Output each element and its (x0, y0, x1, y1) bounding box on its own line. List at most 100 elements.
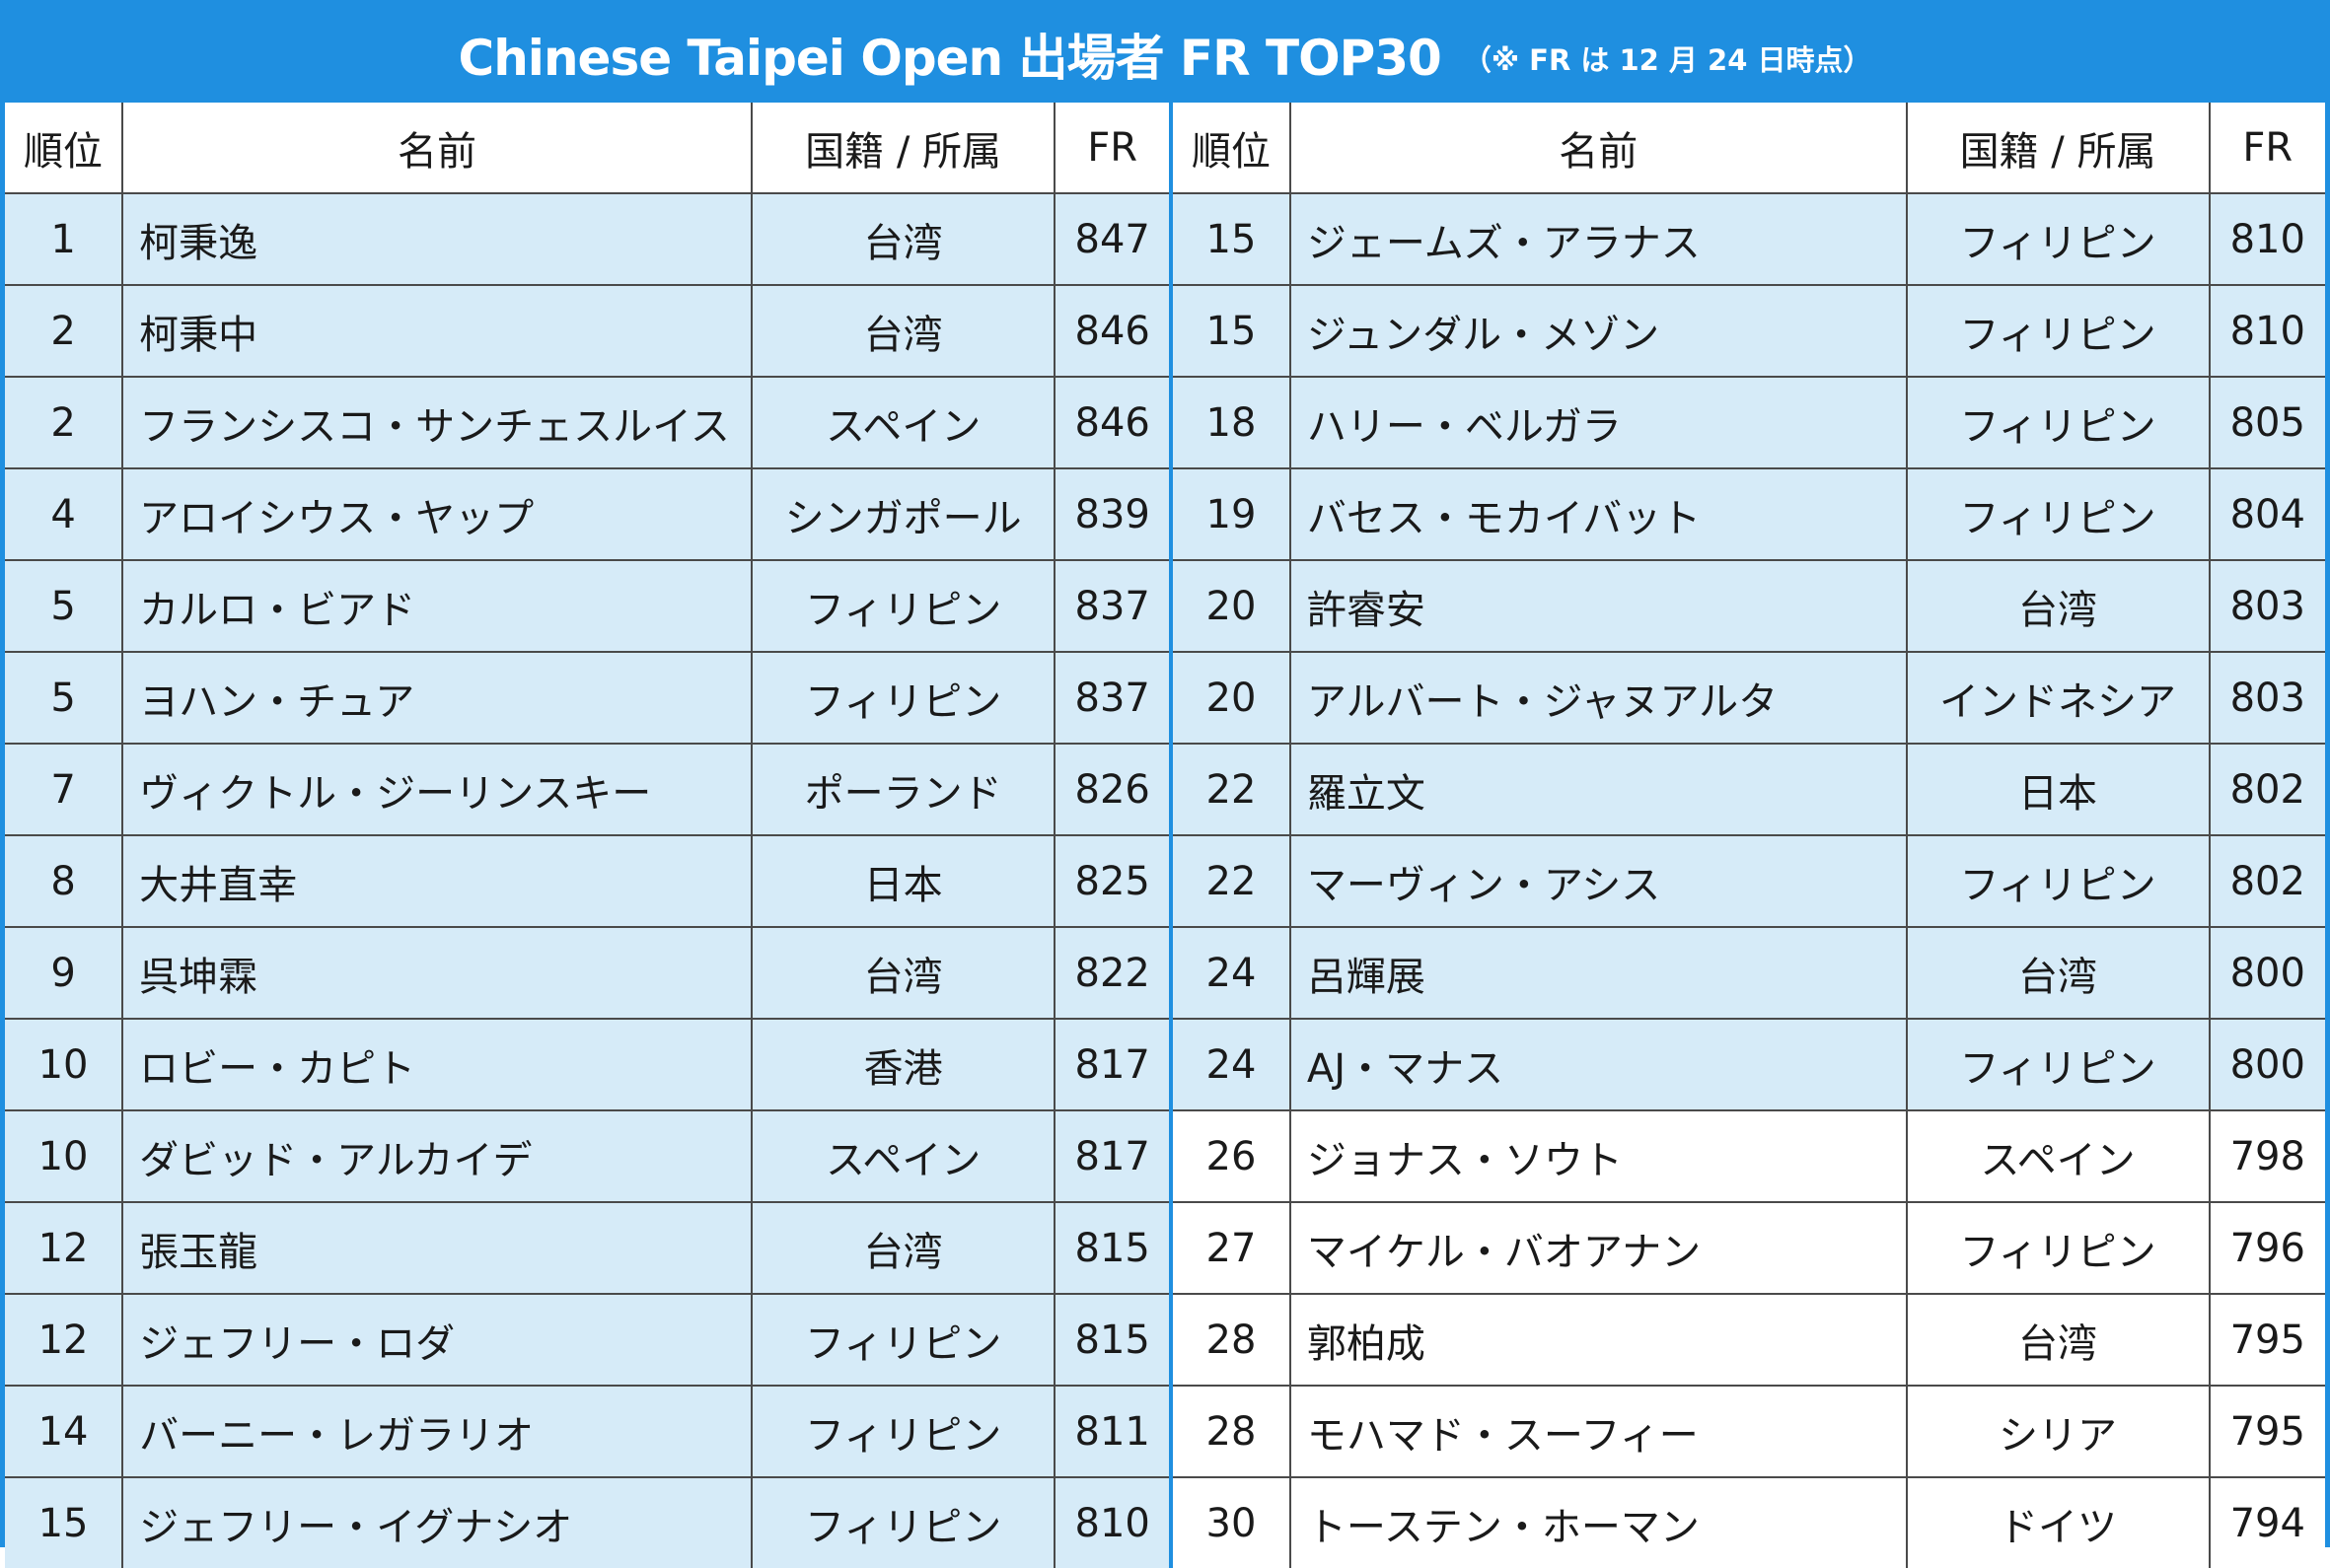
name-cell: ジョナス・ソウト (1288, 1109, 1908, 1203)
fr-cell: 810 (1054, 1476, 1173, 1568)
nationality-cell: フィリピン (1905, 284, 2211, 378)
header-rank: 順位 (1173, 103, 1291, 194)
fr-cell: 847 (1054, 192, 1173, 286)
name-cell: 郭柏成 (1288, 1293, 1908, 1387)
page-title: Chinese Taipei Open 出場者 FR TOP30 (458, 29, 1442, 87)
fr-cell: 798 (2208, 1109, 2325, 1203)
table-row: 24 AJ・マナス フィリピン 800 (1173, 1018, 2325, 1111)
nationality-cell: 台湾 (750, 1201, 1056, 1295)
name-cell: ジェフリー・イグナシオ (121, 1476, 753, 1568)
header-fr: FR (1054, 103, 1173, 194)
rank-cell: 5 (5, 559, 124, 653)
nationality-cell: シリア (1905, 1385, 2211, 1478)
rank-cell: 12 (5, 1293, 124, 1387)
ranking-tables: 順位 名前 国籍 / 所属 FR 1 柯秉逸 台湾 847 2 柯秉中 台湾 846 2 フランシ… (5, 103, 2325, 1568)
fr-cell: 803 (2208, 559, 2325, 653)
ranking-table-left: 順位 名前 国籍 / 所属 FR 1 柯秉逸 台湾 847 2 柯秉中 台湾 846 2 フランシ… (5, 103, 1173, 1568)
name-cell: ヨハン・チュア (121, 651, 753, 745)
table-row: 5 カルロ・ビアド フィリピン 837 (5, 559, 1173, 653)
table-row: 15 ジェームズ・アラナス フィリピン 810 (1173, 192, 2325, 286)
name-cell: 大井直幸 (121, 834, 753, 928)
rank-cell: 10 (5, 1109, 124, 1203)
fr-cell: 795 (2208, 1385, 2325, 1478)
nationality-cell: 台湾 (1905, 559, 2211, 653)
name-cell: ダビッド・アルカイデ (121, 1109, 753, 1203)
name-cell: モハマド・スーフィー (1288, 1385, 1908, 1478)
name-cell: 呂輝展 (1288, 926, 1908, 1020)
fr-cell: 803 (2208, 651, 2325, 745)
rank-cell: 2 (5, 284, 124, 378)
rank-cell: 10 (5, 1018, 124, 1111)
nationality-cell: 台湾 (750, 284, 1056, 378)
table-row: 20 許睿安 台湾 803 (1173, 559, 2325, 653)
nationality-cell: フィリピン (750, 1476, 1056, 1568)
table-row: 5 ヨハン・チュア フィリピン 837 (5, 651, 1173, 745)
table-row: 8 大井直幸 日本 825 (5, 834, 1173, 928)
fr-cell: 800 (2208, 1018, 2325, 1111)
fr-cell: 802 (2208, 743, 2325, 836)
nationality-cell: 日本 (1905, 743, 2211, 836)
nationality-cell: フィリピン (750, 1385, 1056, 1478)
name-cell: ヴィクトル・ジーリンスキー (121, 743, 753, 836)
fr-cell: 817 (1054, 1018, 1173, 1111)
table-row: 10 ロビー・カピト 香港 817 (5, 1018, 1173, 1111)
header-name: 名前 (1288, 103, 1908, 194)
table-row: 27 マイケル・バオアナン フィリピン 796 (1173, 1201, 2325, 1295)
table-row: 22 マーヴィン・アシス フィリピン 802 (1173, 834, 2325, 928)
header-nationality: 国籍 / 所属 (750, 103, 1056, 194)
nationality-cell: フィリピン (1905, 834, 2211, 928)
fr-cell: 839 (1054, 467, 1173, 561)
fr-cell: 794 (2208, 1476, 2325, 1568)
rank-cell: 20 (1173, 559, 1291, 653)
rank-cell: 24 (1173, 926, 1291, 1020)
table-row: 12 ジェフリー・ロダ フィリピン 815 (5, 1293, 1173, 1387)
rank-cell: 12 (5, 1201, 124, 1295)
table-row: 22 羅立文 日本 802 (1173, 743, 2325, 836)
name-cell: トーステン・ホーマン (1288, 1476, 1908, 1568)
name-cell: ジェームズ・アラナス (1288, 192, 1908, 286)
name-cell: 張玉龍 (121, 1201, 753, 1295)
rank-cell: 22 (1173, 743, 1291, 836)
table-row: 18 ハリー・ベルガラ フィリピン 805 (1173, 376, 2325, 469)
rank-cell: 15 (1173, 192, 1291, 286)
nationality-cell: スペイン (750, 1109, 1056, 1203)
rank-cell: 24 (1173, 1018, 1291, 1111)
nationality-cell: 日本 (750, 834, 1056, 928)
header-nationality: 国籍 / 所属 (1905, 103, 2211, 194)
nationality-cell: インドネシア (1905, 651, 2211, 745)
table-row: 10 ダビッド・アルカイデ スペイン 817 (5, 1109, 1173, 1203)
name-cell: ハリー・ベルガラ (1288, 376, 1908, 469)
header-fr: FR (2208, 103, 2325, 194)
rank-cell: 20 (1173, 651, 1291, 745)
fr-cell: 804 (2208, 467, 2325, 561)
table-row: 15 ジュンダル・メゾン フィリピン 810 (1173, 284, 2325, 378)
name-cell: 柯秉逸 (121, 192, 753, 286)
table-row: 12 張玉龍 台湾 815 (5, 1201, 1173, 1295)
name-cell: AJ・マナス (1288, 1018, 1908, 1111)
header-name: 名前 (121, 103, 753, 194)
title-note: （※ FR は 12 月 24 日時点） (1462, 42, 1872, 77)
nationality-cell: シンガポール (750, 467, 1056, 561)
table-row: 2 柯秉中 台湾 846 (5, 284, 1173, 378)
nationality-cell: フィリピン (1905, 467, 2211, 561)
fr-cell: 817 (1054, 1109, 1173, 1203)
name-cell: 羅立文 (1288, 743, 1908, 836)
rank-cell: 28 (1173, 1385, 1291, 1478)
fr-cell: 822 (1054, 926, 1173, 1020)
nationality-cell: スペイン (750, 376, 1056, 469)
rank-cell: 4 (5, 467, 124, 561)
rank-cell: 26 (1173, 1109, 1291, 1203)
table-row: 26 ジョナス・ソウト スペイン 798 (1173, 1109, 2325, 1203)
nationality-cell: スペイン (1905, 1109, 2211, 1203)
rank-cell: 2 (5, 376, 124, 469)
rank-cell: 15 (1173, 284, 1291, 378)
fr-cell: 795 (2208, 1293, 2325, 1387)
table-row: 1 柯秉逸 台湾 847 (5, 192, 1173, 286)
fr-cell: 825 (1054, 834, 1173, 928)
name-cell: 許睿安 (1288, 559, 1908, 653)
fr-cell: 811 (1054, 1385, 1173, 1478)
nationality-cell: 台湾 (750, 192, 1056, 286)
table-row: 24 呂輝展 台湾 800 (1173, 926, 2325, 1020)
table-row: 2 フランシスコ・サンチェスルイス スペイン 846 (5, 376, 1173, 469)
